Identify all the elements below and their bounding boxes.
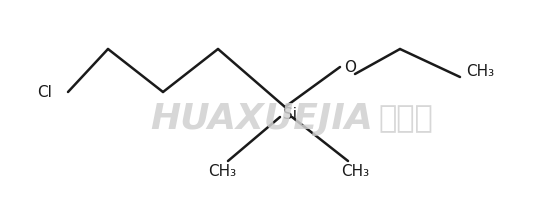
Text: Si: Si	[283, 107, 297, 122]
Text: CH₃: CH₃	[466, 64, 494, 79]
Text: Cl: Cl	[37, 85, 52, 100]
Text: 化学加: 化学加	[379, 104, 433, 133]
Text: CH₃: CH₃	[208, 164, 236, 179]
Text: O: O	[344, 60, 356, 75]
Text: HUAXUEJIA: HUAXUEJIA	[150, 101, 373, 135]
Text: CH₃: CH₃	[341, 164, 369, 179]
